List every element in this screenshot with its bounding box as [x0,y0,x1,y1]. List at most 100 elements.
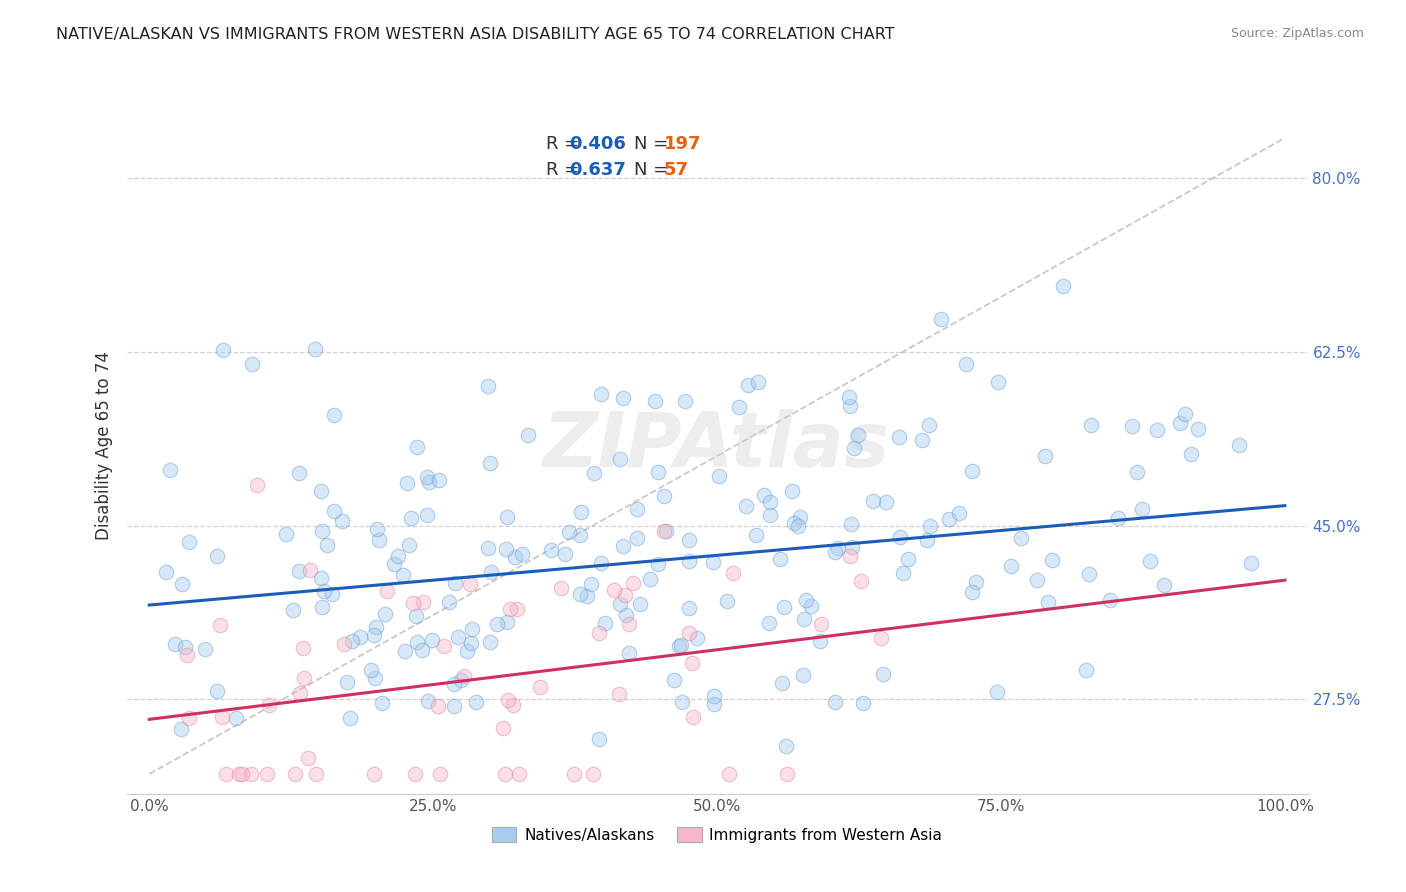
Point [686,631,709,645]
Point [1026,574,1049,588]
Point [1229,438,1251,452]
Text: 57: 57 [664,161,689,178]
Point [703,697,725,711]
Point [776,767,799,781]
Point [155,565,177,579]
Point [427,473,450,487]
Point [588,732,610,747]
Point [588,626,610,640]
Point [889,530,911,544]
Point [284,767,307,781]
Point [918,417,941,432]
Point [617,646,640,660]
Point [478,634,501,648]
Point [205,549,228,563]
Point [770,675,793,690]
Point [569,505,592,519]
Point [897,552,920,566]
Point [702,555,724,569]
Point [465,696,488,710]
Point [554,548,576,562]
Point [299,563,322,577]
Point [682,657,704,671]
Point [792,668,814,682]
Point [1187,422,1209,436]
Point [609,597,631,611]
Point [426,698,449,713]
Point [1052,279,1074,293]
Point [562,767,585,781]
Point [1040,553,1063,567]
Point [955,357,977,371]
Point [737,378,759,392]
Point [1180,447,1202,461]
Point [1168,416,1191,430]
Point [638,572,661,586]
Point [1036,595,1059,609]
Point [240,357,263,371]
Point [529,681,551,695]
Point [614,589,637,603]
Point [758,495,780,509]
Text: 0.406: 0.406 [569,135,626,153]
Point [938,512,960,526]
Point [652,489,675,503]
Point [405,441,427,455]
Point [257,698,280,712]
Point [664,673,686,687]
Point [364,620,387,634]
Point [211,343,233,357]
Point [655,524,678,538]
Point [194,642,217,657]
Point [387,549,409,564]
Point [363,767,385,781]
Point [609,452,631,467]
Point [311,524,333,539]
Point [305,767,328,781]
Point [437,595,460,609]
Point [1153,578,1175,592]
Text: ZIPAtlas: ZIPAtlas [543,409,891,483]
Point [159,463,181,477]
Point [231,767,253,781]
Point [550,581,572,595]
Point [678,625,700,640]
Point [315,538,337,552]
Point [321,587,343,601]
Point [495,509,517,524]
Point [312,584,335,599]
Point [870,631,893,645]
Point [911,433,934,447]
Point [644,393,666,408]
Point [841,541,863,555]
Point [1240,556,1263,570]
Point [824,545,846,559]
Point [456,643,478,657]
Point [450,673,472,687]
Point [647,465,669,479]
Point [246,478,269,492]
Point [366,522,388,536]
Point [516,428,538,442]
Point [591,387,613,401]
Point [330,514,353,528]
Point [477,378,499,392]
Point [1130,502,1153,516]
Point [447,630,470,644]
Point [495,541,517,556]
Point [717,767,740,781]
Point [363,671,385,685]
Point [395,475,418,490]
Point [758,508,780,522]
Point [304,342,326,356]
Point [703,689,725,703]
Point [787,519,810,533]
Point [810,616,832,631]
Point [668,639,690,653]
Point [851,574,873,588]
Point [1033,450,1056,464]
Point [647,557,669,571]
Point [582,767,605,781]
Point [322,504,344,518]
Point [363,628,385,642]
